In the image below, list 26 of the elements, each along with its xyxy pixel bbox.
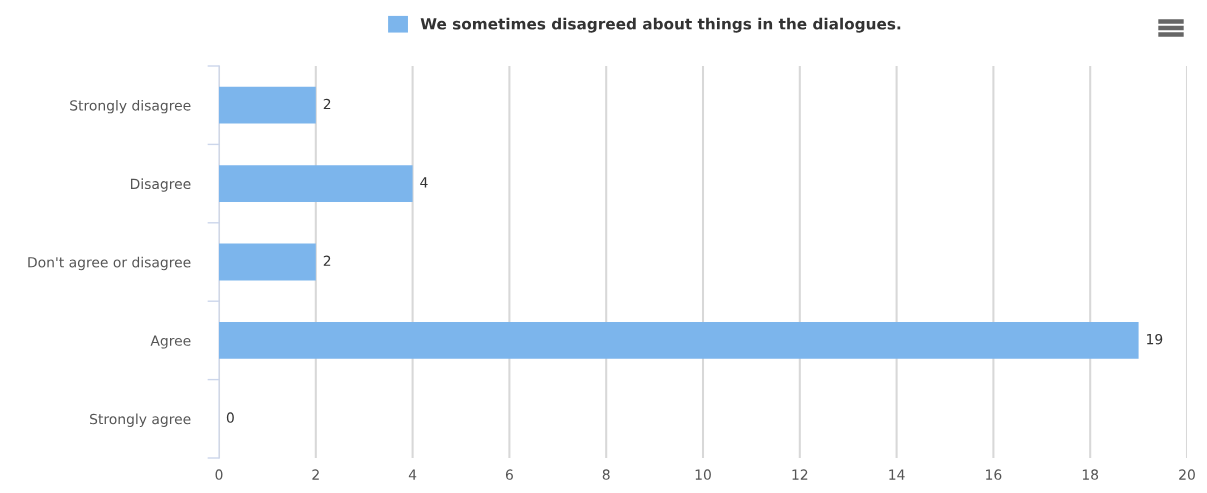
y-tick-label: Don't agree or disagree: [28, 256, 191, 271]
y-tick-label: Agree: [150, 335, 191, 349]
x-tick-label: 2: [312, 469, 319, 480]
data-label: 2: [323, 255, 331, 266]
legend-label: We sometimes disagreed about things in the dialogues.: [420, 17, 901, 33]
x-tick-label: 8: [602, 469, 610, 480]
x-tick-label: 10: [695, 469, 711, 480]
data-label: 19: [1147, 333, 1163, 345]
x-tick-label: 14: [889, 469, 905, 480]
bar: [219, 165, 413, 203]
x-tick-label: 18: [1082, 469, 1099, 480]
x-tick-label: 6: [505, 469, 513, 480]
data-label: 2: [323, 98, 331, 110]
y-tick-label: Disagree: [130, 178, 191, 192]
x-tick-label: 4: [408, 469, 417, 480]
x-tick-label: 20: [1179, 469, 1195, 480]
y-tick-label: Strongly disagree: [70, 99, 191, 114]
y-tick-label: Strongly agree: [90, 413, 191, 427]
bar: [219, 86, 316, 124]
bar: [219, 321, 1139, 359]
bar: [219, 243, 316, 281]
data-label: 0: [226, 412, 234, 423]
data-label: 4: [420, 177, 428, 188]
x-tick-label: 16: [986, 469, 1002, 480]
x-tick-label: 0: [215, 469, 223, 480]
x-tick-label: 12: [792, 469, 808, 480]
